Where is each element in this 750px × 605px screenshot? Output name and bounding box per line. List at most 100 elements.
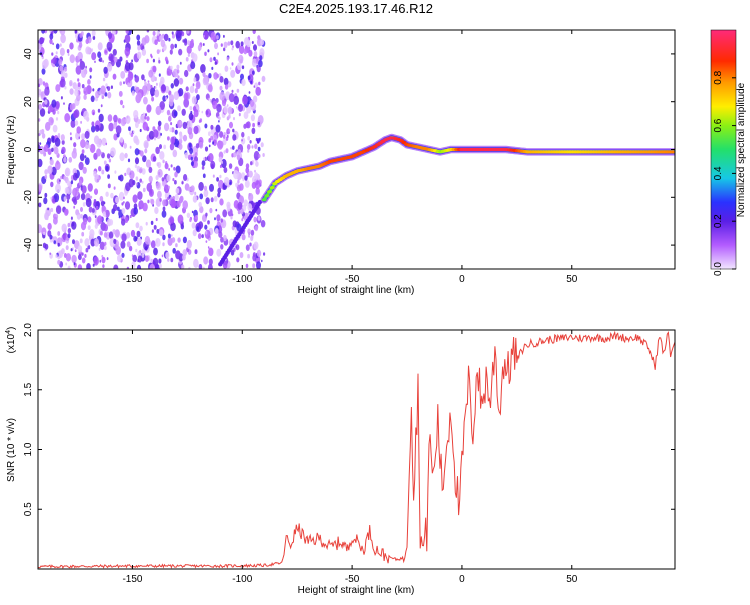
noise-speckle [229,67,232,70]
y-tick-label: 0 [23,146,34,152]
noise-speckle [61,248,65,255]
noise-speckle [245,122,250,129]
noise-speckle [241,218,244,222]
noise-speckle [186,212,191,218]
noise-speckle [64,230,67,233]
noise-speckle [156,30,160,36]
noise-speckle [146,104,152,113]
noise-speckle [110,147,116,157]
noise-speckle [177,214,184,224]
noise-speckle [69,132,72,136]
noise-speckle [159,263,162,269]
noise-speckle [142,187,146,193]
noise-speckle [81,252,84,256]
noise-speckle [183,174,188,181]
noise-speckle [168,65,171,70]
noise-speckle [50,181,54,188]
noise-speckle [198,263,203,269]
noise-speckle [209,183,214,192]
noise-speckle [243,199,248,207]
noise-speckle [69,88,74,95]
noise-speckle [195,143,200,149]
noise-speckle [167,233,171,239]
noise-speckle [134,75,140,83]
noise-speckle [124,152,128,159]
noise-speckle [136,34,141,41]
noise-speckle [60,30,66,36]
noise-speckle [174,171,178,178]
noise-speckle [223,167,228,173]
noise-speckle [191,222,196,229]
noise-speckle [169,143,175,151]
noise-speckle [97,51,102,58]
noise-speckle [63,175,67,181]
noise-speckle [218,140,224,149]
noise-speckle [168,37,171,42]
noise-speckle [91,125,96,133]
noise-speckle [220,43,223,47]
noise-speckle [144,115,147,120]
noise-speckle [158,57,160,61]
noise-speckle [223,47,226,52]
noise-speckle [168,115,172,122]
ridge-core [269,186,275,190]
noise-speckle [182,236,187,244]
noise-speckle [139,225,143,232]
noise-speckle [230,69,236,78]
noise-speckle [247,228,251,235]
noise-speckle [208,258,213,266]
noise-speckle [121,218,126,226]
ridge-band [260,133,675,204]
noise-speckle [96,178,99,183]
noise-speckle [133,109,139,119]
noise-speckle [224,65,229,72]
noise-speckle [38,184,43,192]
noise-speckle [256,249,262,257]
noise-speckle [129,145,132,149]
noise-speckle [105,165,109,172]
noise-speckle [120,118,126,127]
noise-speckle [124,201,131,210]
noise-speckle [248,91,251,94]
noise-speckle [71,150,78,159]
noise-speckle [205,212,208,217]
colorbar-ticks: 0.0 0.2 0.4 0.6 0.8 [713,70,736,276]
noise-speckle [159,144,162,150]
snr-x-label: Height of straight line (km) [298,585,415,596]
noise-speckle [190,39,194,44]
noise-speckle [47,222,52,231]
noise-speckle [217,52,220,56]
noise-speckle [103,245,107,251]
noise-speckle [250,114,255,122]
noise-speckle [201,165,205,170]
noise-speckle [230,249,235,256]
colorbar-gradient [710,29,737,270]
noise-speckle [129,170,135,180]
noise-speckle [115,125,122,135]
noise-speckle [179,61,182,65]
noise-speckle [188,142,192,148]
noise-speckle [219,198,224,206]
noise-speckle [153,247,158,256]
noise-speckle [57,132,61,137]
noise-speckle [222,138,227,146]
noise-speckle [233,117,235,121]
noise-speckle [99,259,102,263]
noise-speckle [135,182,138,186]
noise-speckle [171,33,175,39]
noise-speckle [158,171,161,176]
noise-speckle [208,131,211,136]
noise-speckle [95,124,100,132]
noise-speckle [249,242,252,247]
noise-speckle [176,200,181,208]
noise-speckle [249,140,252,144]
noise-speckle [52,198,56,203]
noise-speckle [255,86,261,96]
noise-speckle [162,95,167,102]
noise-speckle [198,119,201,124]
noise-speckle [175,243,178,248]
noise-speckle [173,138,180,148]
noise-speckle [240,73,244,81]
noise-speckle [216,177,220,182]
noise-speckle [121,144,123,148]
